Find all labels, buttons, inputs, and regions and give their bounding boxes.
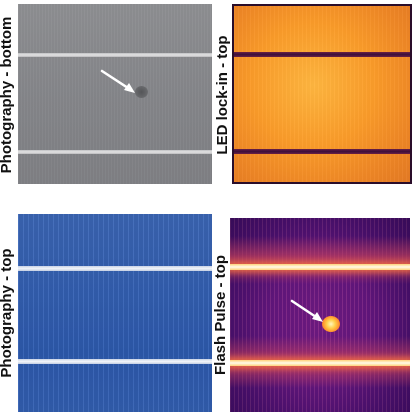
busbar [18, 266, 212, 271]
busbar [230, 360, 410, 366]
arrow-icon [100, 68, 138, 96]
panel-label-photography-top: Photography - top [0, 223, 16, 403]
led-lock-in-image [232, 4, 412, 184]
thermal-band [230, 236, 410, 284]
busbar [234, 52, 410, 57]
photo-top-image [18, 214, 212, 412]
panel-label-led-lock-in-top: LED lock-in - top [214, 5, 232, 185]
busbar [234, 149, 410, 154]
busbar [230, 264, 410, 270]
busbar [18, 53, 212, 57]
panel-label-photography-bottom: Photography - bottom [0, 5, 16, 185]
flash-pulse-image [230, 218, 410, 412]
busbar [18, 150, 212, 154]
photo-bottom-image [18, 4, 212, 184]
arrow-icon [290, 298, 326, 326]
busbar [18, 359, 212, 364]
panel-label-flash-pulse-top: Flash Pulse - top [212, 225, 230, 405]
